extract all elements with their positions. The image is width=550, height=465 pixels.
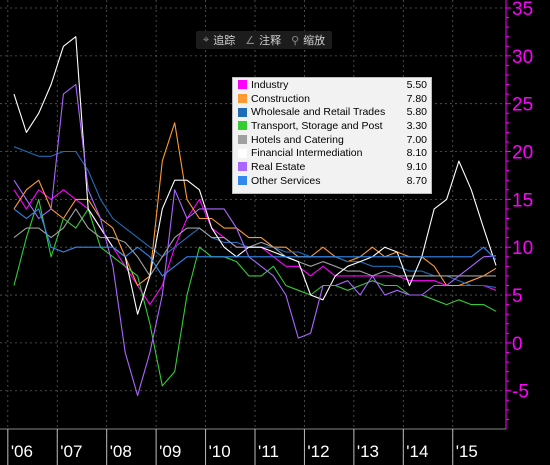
y-tick-label: 35 xyxy=(512,0,533,20)
chart-grid xyxy=(0,0,506,465)
legend-item[interactable]: Transport, Storage and Post 3.30 xyxy=(233,119,431,133)
legend-swatch xyxy=(238,162,247,172)
y-tick-label: 5 xyxy=(512,286,523,307)
x-tick-label: '14 xyxy=(406,442,428,461)
legend-label: Transport, Storage and Post xyxy=(251,119,383,132)
legend-swatch xyxy=(238,135,247,145)
legend-label: Industry xyxy=(251,78,289,91)
series-line xyxy=(13,83,497,397)
y-tick-label: 25 xyxy=(512,95,533,116)
legend-value: 3.30 xyxy=(406,119,427,132)
pencil-icon: ∠ xyxy=(245,33,256,47)
y-tick-label: 15 xyxy=(512,190,533,211)
legend-label: Construction xyxy=(251,92,310,105)
legend-label: Wholesale and Retail Trades xyxy=(251,106,386,119)
y-axis: -5 0 5 10 15 20 25 30 35 xyxy=(505,0,533,429)
track-button[interactable]: ⌖ 追踪 xyxy=(201,32,237,48)
legend-value: 7.80 xyxy=(406,92,427,105)
y-tick-label: 0 xyxy=(512,334,523,355)
legend-label: Financial Intermediation xyxy=(251,147,363,160)
track-label: 追踪 xyxy=(213,34,236,47)
annotate-label: 注释 xyxy=(259,34,282,47)
legend-swatch xyxy=(238,148,247,158)
legend-label: Other Services xyxy=(251,174,321,187)
chart-series xyxy=(13,36,497,397)
legend-item[interactable]: Wholesale and Retail Trades 5.80 xyxy=(233,105,431,119)
legend-value: 8.70 xyxy=(406,174,427,187)
series-line xyxy=(13,36,497,315)
x-tick-label: '15 xyxy=(456,442,478,461)
annotate-button[interactable]: ∠ 注释 xyxy=(243,32,283,48)
legend-item[interactable]: Industry 5.50 xyxy=(233,78,431,92)
x-tick-label: '06 xyxy=(11,442,33,461)
y-tick-label: 20 xyxy=(512,143,533,164)
chart-toolbar: ⌖ 追踪 ∠ 注释 ⚲ 缩放 xyxy=(196,31,333,49)
crosshair-icon: ⌖ xyxy=(203,33,210,46)
series-line xyxy=(13,208,496,277)
legend-swatch xyxy=(238,176,247,186)
y-tick-label: 30 xyxy=(512,47,533,68)
magnifier-icon: ⚲ xyxy=(291,33,300,47)
legend-value: 9.10 xyxy=(406,160,427,173)
x-tick-label: '07 xyxy=(60,442,82,461)
zoom-label: 缩放 xyxy=(303,34,326,47)
legend-item[interactable]: Hotels and Catering 7.00 xyxy=(233,133,431,147)
series-line xyxy=(13,198,497,387)
chart-legend: Industry 5.50 Construction 7.80 Wholesale … xyxy=(232,77,432,194)
legend-item[interactable]: Real Estate 9.10 xyxy=(233,160,431,174)
legend-item[interactable]: Other Services 8.70 xyxy=(233,174,431,188)
x-tick-label: '13 xyxy=(357,442,379,461)
legend-item[interactable]: Financial Intermediation 8.10 xyxy=(233,146,431,160)
zoom-button[interactable]: ⚲ 缩放 xyxy=(289,32,327,48)
x-axis: '06 '07 '08 '09 '10 '11 '12 '13 '14 '15 xyxy=(0,428,506,465)
x-tick-label: '08 xyxy=(110,442,132,461)
legend-swatch xyxy=(238,80,247,90)
legend-value: 7.00 xyxy=(406,133,427,146)
x-tick-label: '11 xyxy=(258,442,279,461)
legend-swatch xyxy=(238,121,247,131)
legend-swatch xyxy=(238,107,247,117)
legend-item[interactable]: Construction 7.80 xyxy=(233,92,431,106)
legend-label: Hotels and Catering xyxy=(251,133,344,146)
x-tick-label: '12 xyxy=(307,442,329,461)
x-tick-label: '09 xyxy=(159,442,181,461)
legend-label: Real Estate xyxy=(251,160,306,173)
legend-value: 5.80 xyxy=(406,106,427,119)
x-tick-label: '10 xyxy=(209,442,231,461)
legend-value: 5.50 xyxy=(406,78,427,91)
legend-value: 8.10 xyxy=(406,147,427,160)
y-tick-label: -5 xyxy=(512,382,529,403)
legend-swatch xyxy=(238,94,247,104)
series-line xyxy=(13,208,497,277)
y-tick-label: 10 xyxy=(512,238,533,259)
